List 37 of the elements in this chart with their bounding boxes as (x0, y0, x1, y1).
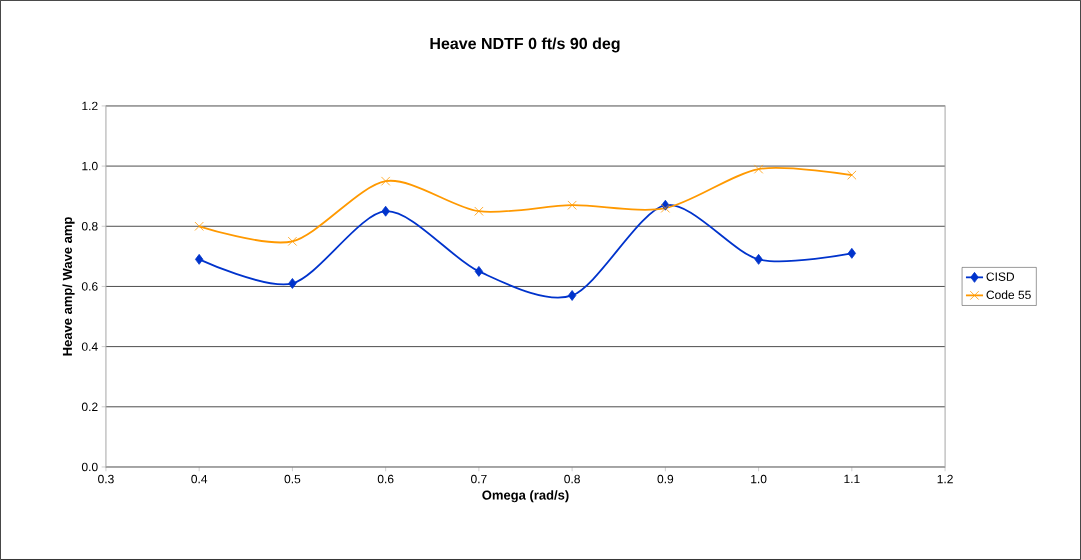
x-tick-label: 1.2 (937, 474, 953, 484)
point (474, 206, 484, 216)
point (381, 176, 391, 186)
y-tick-label: 1.2 (82, 101, 98, 111)
x-axis-title: Omega (rad/s) (482, 490, 569, 503)
point (381, 205, 390, 217)
y-tick-label: 1.0 (82, 161, 98, 171)
point (474, 266, 484, 277)
x-tick-label: 0.4 (191, 474, 208, 484)
chart-title: Heave NDTF 0 ft/s 90 deg (430, 37, 620, 53)
y-tick-label: 0.2 (81, 402, 98, 412)
x-tick-label: 1.1 (844, 474, 860, 484)
x-tick-label: 1.0 (751, 474, 767, 484)
x-tick-label: 0.3 (98, 474, 114, 484)
point (195, 254, 204, 265)
y-tick-label: 0.6 (81, 282, 98, 291)
legend-label: CISD (986, 272, 1015, 281)
x-tick-label: 0.8 (564, 474, 580, 484)
x-tick-label: 0.6 (377, 474, 394, 484)
point (288, 278, 297, 289)
legend-label: Code 55 (986, 290, 1031, 300)
point (194, 221, 204, 231)
y-axis-title: Heave amp/ Wave amp (62, 217, 75, 356)
y-tick-label: 0.0 (81, 462, 98, 472)
point (754, 254, 763, 265)
point (567, 290, 577, 301)
point (660, 203, 670, 213)
x-tick-label: 0.5 (284, 474, 301, 484)
y-tick-label: 0.4 (81, 342, 98, 351)
point (567, 200, 577, 210)
point (847, 247, 856, 259)
point (287, 236, 298, 246)
y-tick-label: 0.8 (81, 222, 98, 231)
point (753, 164, 764, 174)
point (847, 170, 857, 180)
x-tick-label: 0.9 (657, 474, 674, 484)
x-tick-label: 0.7 (471, 474, 487, 484)
